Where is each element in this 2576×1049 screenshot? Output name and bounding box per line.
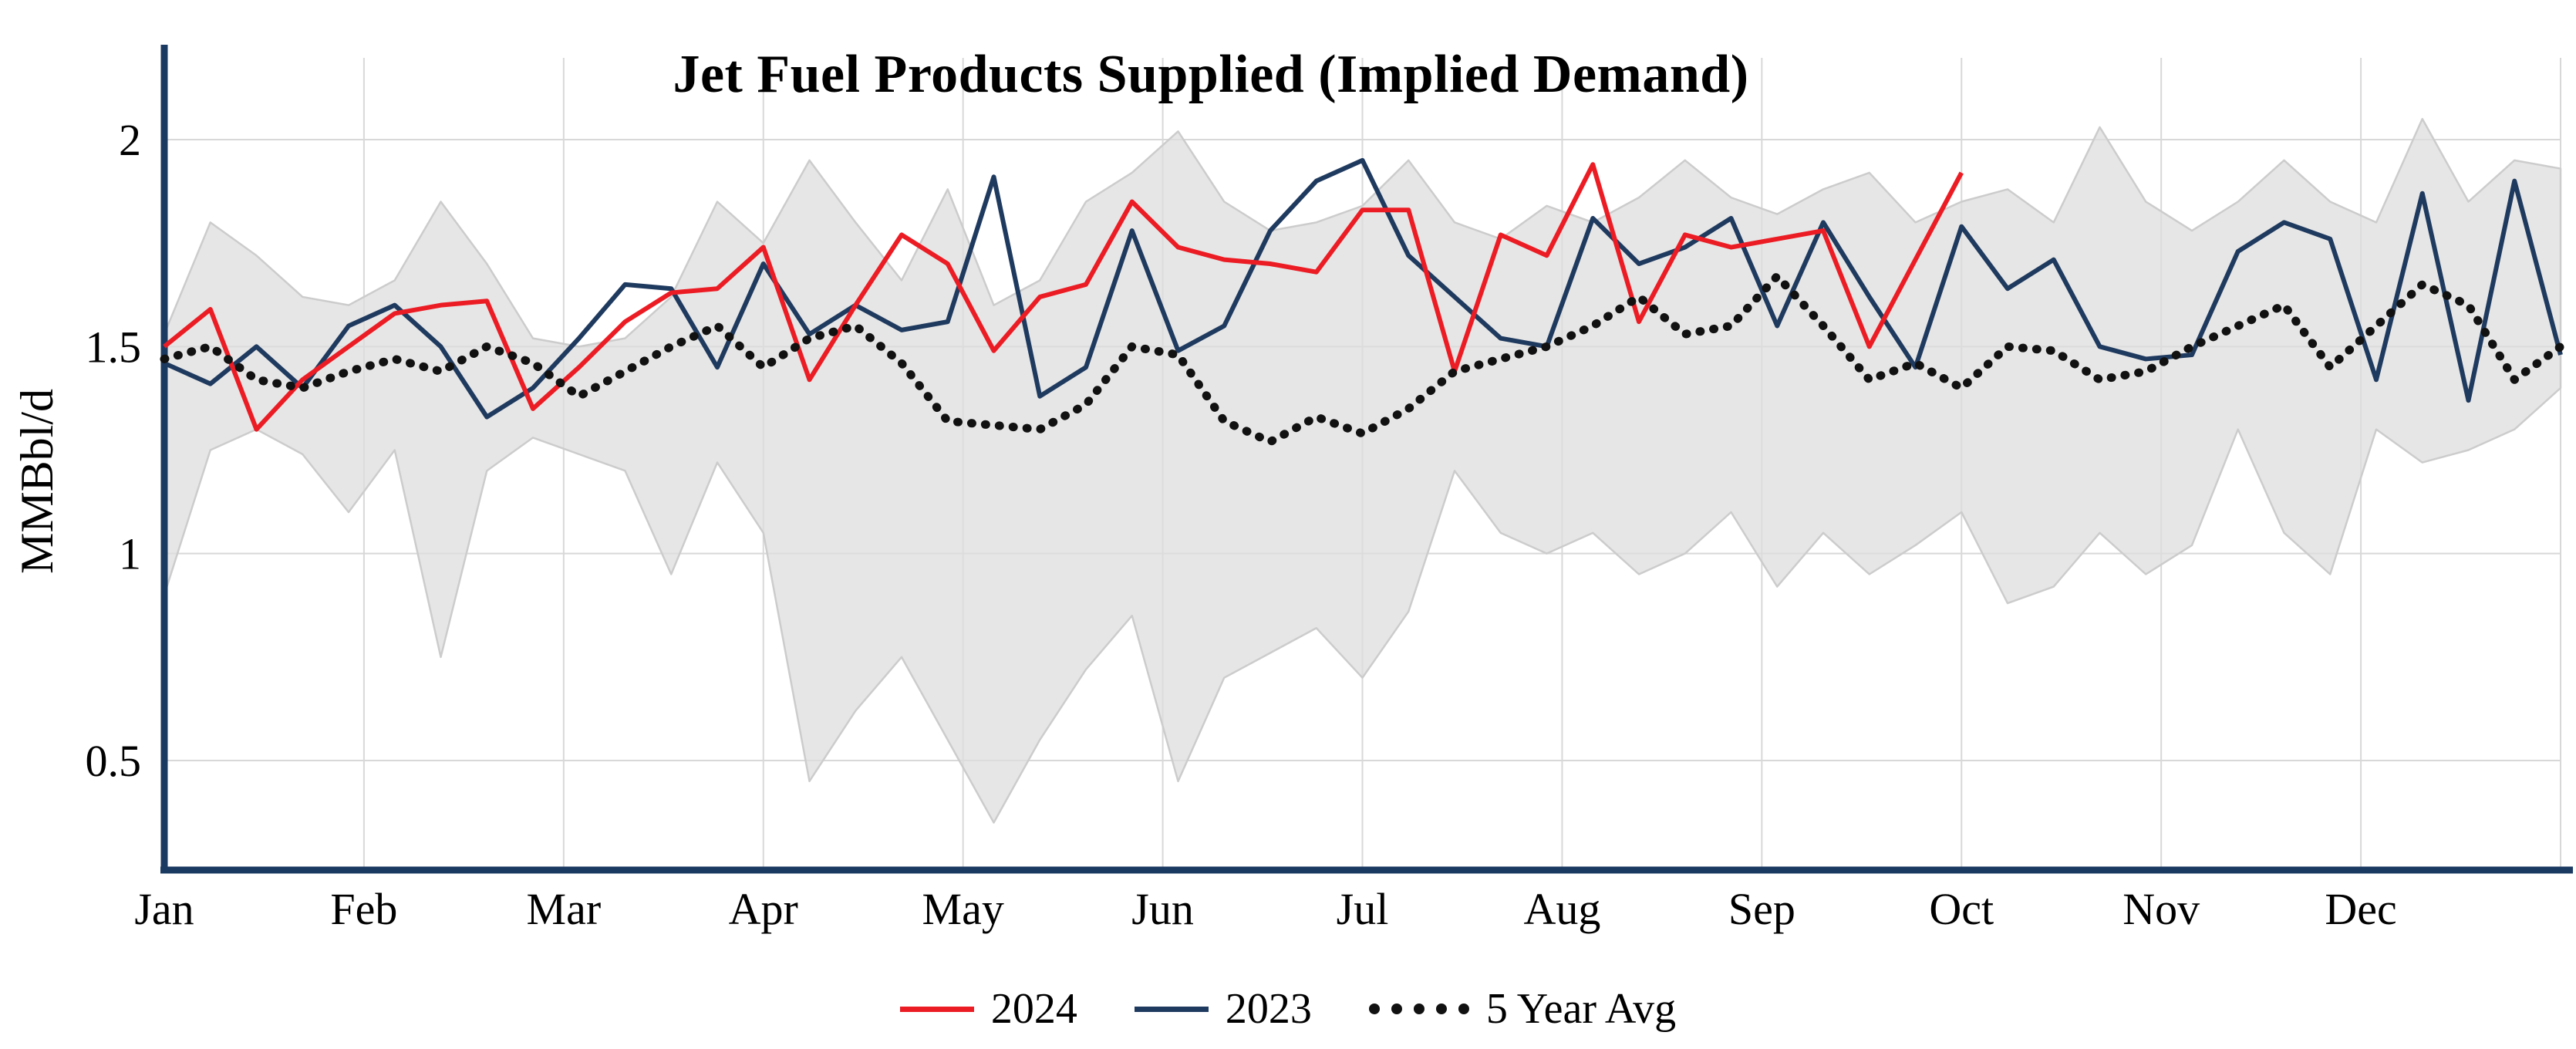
x-tick-label-jul: Jul: [1337, 884, 1389, 934]
y-tick-label: 1.5: [86, 322, 142, 372]
x-tick-label-feb: Feb: [330, 884, 397, 934]
legend-label-2024: 2024: [990, 985, 1077, 1033]
y-axis-label: MMBbl/d: [12, 388, 62, 575]
x-tick-label-dec: Dec: [2325, 884, 2396, 934]
x-tick-label-nov: Nov: [2123, 884, 2200, 934]
chart-title: Jet Fuel Products Supplied (Implied Dema…: [673, 44, 1749, 104]
x-tick-label-sep: Sep: [1728, 884, 1795, 934]
y-tick-label: 2: [119, 115, 141, 165]
legend-label-2023: 2023: [1225, 985, 1312, 1033]
legend-item-2024: 2024: [899, 984, 1077, 1034]
y-tick-label: 0.5: [86, 736, 142, 786]
x-tick-label-oct: Oct: [1929, 884, 1994, 934]
x-tick-label-aug: Aug: [1523, 884, 1600, 934]
legend-swatch-2023: [1134, 1006, 1209, 1012]
x-tick-label-may: May: [922, 884, 1004, 934]
legend-label-5yr-avg: 5 Year Avg: [1485, 985, 1677, 1033]
series-line-5-year-avg: [160, 272, 2565, 447]
legend-item-2023: 2023: [1134, 984, 1312, 1034]
x-tick-label-mar: Mar: [527, 884, 602, 934]
legend-item-5yr-avg: 5 Year Avg: [1368, 984, 1677, 1034]
x-tick-label-jan: Jan: [134, 884, 194, 934]
legend-swatch-5yr-avg: [1368, 1003, 1469, 1014]
series-line-2023: [163, 157, 2563, 420]
y-tick-label: 1: [119, 529, 141, 579]
x-tick-label-jun: Jun: [1131, 884, 1194, 934]
x-tick-label-apr: Apr: [729, 884, 798, 934]
five-year-range-band: [163, 117, 2562, 824]
legend-swatch-2024: [899, 1006, 974, 1012]
series-line-2024: [163, 162, 1964, 432]
legend: 2024 2023 5 Year Avg: [0, 978, 2576, 1040]
